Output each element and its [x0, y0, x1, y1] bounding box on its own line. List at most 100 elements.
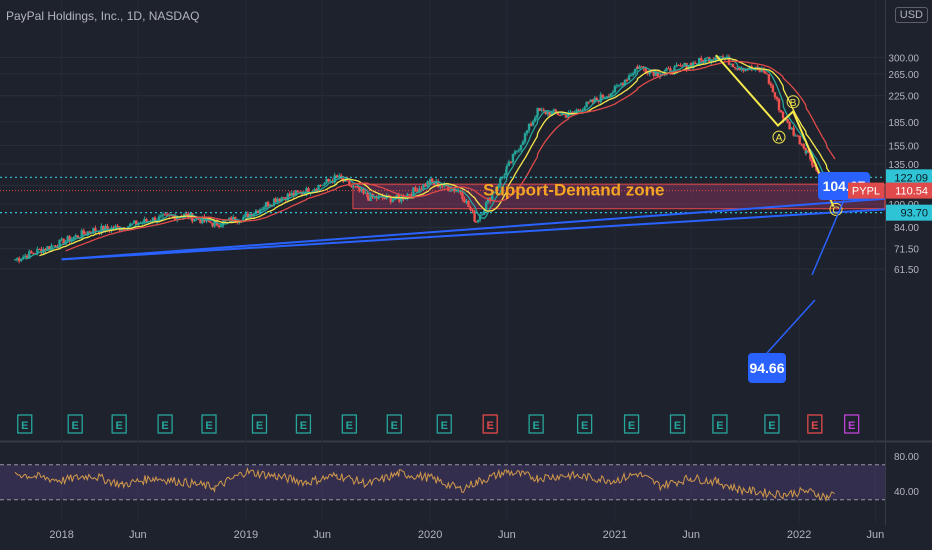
candle-body: [675, 64, 678, 67]
y-tick-label: 300.00: [888, 53, 919, 64]
candle-body: [157, 216, 161, 221]
candle-body: [455, 190, 458, 192]
candle-body: [356, 186, 359, 188]
candle-body: [276, 199, 279, 203]
candle-body: [733, 67, 737, 69]
candle-body: [449, 190, 452, 192]
currency-label[interactable]: USD: [894, 7, 928, 23]
earnings-marker-label: E: [21, 420, 28, 432]
candle-body: [72, 237, 75, 239]
candle-body: [469, 206, 472, 211]
candle-body: [623, 79, 627, 86]
candle-body: [451, 188, 454, 191]
candle-body: [463, 198, 466, 203]
candle-body: [161, 214, 165, 216]
candle-body: [792, 127, 795, 136]
earnings-marker: [669, 414, 686, 434]
candle-body: [26, 255, 29, 259]
candle-body: [473, 211, 476, 222]
candle-body: [546, 111, 549, 115]
ma-long-line: [65, 60, 836, 252]
candle-body: [327, 178, 330, 182]
candle-body: [740, 68, 743, 71]
candle-body: [681, 65, 684, 67]
candle-body: [700, 58, 703, 61]
earnings-marker-label: E: [115, 420, 122, 432]
candle-body: [406, 194, 409, 198]
candle-body: [358, 187, 361, 192]
candle-body: [62, 238, 65, 245]
candle-body: [564, 113, 568, 118]
candle-body: [329, 181, 332, 183]
candle-body: [335, 175, 338, 177]
wave-label-B: B: [790, 98, 797, 109]
candle-body: [769, 83, 773, 86]
candle-body: [525, 130, 529, 134]
candle-body: [671, 73, 674, 75]
candle-body: [151, 217, 155, 222]
candle-body: [583, 107, 586, 111]
candle-body: [86, 231, 90, 235]
candle-body: [315, 189, 318, 191]
candle-body: [274, 198, 277, 203]
target-low-label: 94.66: [749, 360, 784, 376]
earnings-marker: [157, 414, 173, 434]
candle-body: [719, 56, 723, 58]
candle-body: [24, 255, 27, 257]
earnings-marker: [576, 414, 593, 434]
candle-body: [159, 215, 163, 217]
candle-body: [143, 218, 146, 223]
candle-body: [762, 68, 766, 72]
earnings-marker-label: E: [300, 420, 307, 432]
last-price-label-bg: [886, 182, 932, 199]
candle-body: [76, 235, 79, 238]
candle-body: [50, 245, 53, 250]
candle-body: [414, 187, 417, 190]
candle-body: [535, 115, 539, 118]
candle-body: [560, 113, 564, 116]
candle-body: [395, 194, 399, 199]
candle-body: [112, 227, 115, 229]
candle-body: [480, 214, 484, 216]
earnings-marker-label: E: [674, 420, 681, 432]
candle-body: [439, 186, 442, 188]
candle-body: [321, 184, 324, 186]
candle-body: [246, 213, 250, 219]
candle-body: [605, 96, 609, 98]
candle-body: [333, 175, 336, 183]
candle-body: [412, 187, 415, 196]
candle-body: [627, 75, 631, 81]
y-tick-label: 61.50: [894, 265, 919, 276]
candle-body: [683, 62, 686, 67]
candle-body: [550, 111, 553, 116]
rsi-tick-label: 40.00: [894, 487, 919, 498]
candle-body: [13, 259, 17, 261]
candle-body: [418, 188, 421, 193]
candle-body: [92, 228, 95, 234]
candle-body: [706, 57, 709, 59]
candle-body: [319, 185, 322, 187]
candle-body: [601, 94, 604, 98]
level-label-low: 93.70: [900, 208, 928, 220]
candle-body: [195, 217, 198, 220]
candle-body: [389, 196, 392, 203]
candle-body: [199, 219, 202, 224]
candle-body: [104, 225, 107, 232]
x-tick-label: 2021: [603, 529, 627, 541]
last-price-label: 110.54: [895, 186, 928, 198]
candle-body: [362, 189, 365, 194]
level-label-high: 122.09: [894, 172, 928, 184]
candle-body: [558, 115, 562, 117]
candle-body: [398, 197, 401, 202]
candle-body: [758, 68, 761, 72]
candle-body: [802, 144, 805, 149]
candle-body: [679, 65, 682, 67]
candle-body: [501, 176, 504, 179]
earnings-marker: [111, 414, 127, 434]
rsi-line: [14, 466, 835, 503]
candle-body: [28, 251, 31, 259]
candle-body: [807, 150, 810, 153]
candle-body: [393, 198, 396, 200]
candle-body: [185, 213, 188, 215]
